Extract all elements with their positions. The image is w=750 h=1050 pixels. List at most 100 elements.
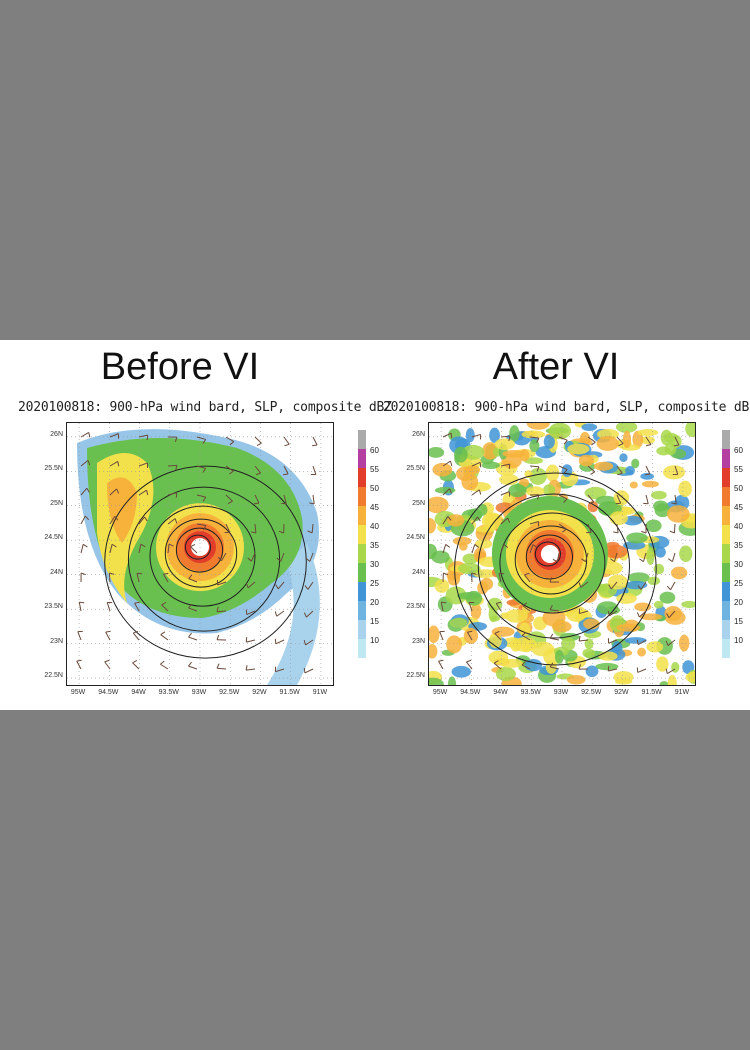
radar-cell — [461, 473, 479, 491]
wind-barb — [225, 523, 231, 533]
x-tick-label: 92W — [252, 689, 267, 696]
wind-barb — [645, 436, 652, 445]
wind-barb — [275, 668, 285, 673]
radar-cell — [548, 423, 572, 440]
wind-barb — [579, 610, 589, 615]
radar-cell — [679, 545, 693, 563]
y-tick-label: 23N — [50, 637, 63, 645]
wind-barb-flag — [116, 488, 120, 494]
wind-barb — [283, 436, 290, 445]
colorbar-segment — [358, 582, 366, 601]
radar-cell — [624, 637, 647, 644]
wind-barb-flag — [478, 489, 482, 495]
colorbar-segment — [722, 506, 730, 525]
right-subtitle: 2020100818: 900-hPa wind bard, SLP, comp… — [383, 400, 750, 415]
radar-cell — [640, 472, 654, 480]
radar-cell — [631, 458, 640, 469]
radar-cell — [634, 602, 652, 612]
colorbar-segment — [722, 544, 730, 563]
colorbar-label: 40 — [370, 522, 379, 531]
x-tick-label: 93.5W — [520, 689, 541, 696]
colorbar-label: 20 — [370, 598, 379, 607]
wind-barb — [550, 666, 560, 670]
slp-contour — [499, 512, 606, 614]
radar-cell — [457, 592, 481, 600]
y-tick-label: 23.5N — [406, 603, 425, 611]
wind-barb — [587, 465, 596, 473]
radar-cell — [509, 425, 520, 442]
wind-barb-flag — [671, 502, 677, 505]
y-tick-label: 24.5N — [406, 534, 425, 542]
wind-barb — [196, 523, 206, 527]
radar-cell — [543, 434, 555, 449]
wind-barb — [254, 494, 260, 504]
slp-contour — [149, 505, 256, 607]
wind-barb — [311, 523, 314, 534]
wind-barb — [671, 552, 676, 562]
wind-barb — [438, 660, 444, 670]
colorbar-label: 45 — [734, 503, 743, 512]
radar-cell — [452, 536, 472, 546]
x-tick-label: 94W — [131, 689, 146, 696]
radar-cell — [504, 609, 528, 623]
wind-barb-flag — [590, 471, 596, 475]
wind-barb-flag — [304, 585, 309, 590]
wind-barb — [616, 436, 624, 444]
wind-barb-flag — [105, 630, 111, 633]
x-tick-label: 91W — [674, 689, 690, 696]
colorbar-label: 10 — [370, 636, 379, 645]
wind-barb-flag — [275, 584, 279, 590]
wind-barb — [132, 662, 140, 670]
radar-cell — [429, 518, 436, 534]
colorbar-label: 20 — [734, 598, 743, 607]
wind-barb-flag — [438, 659, 444, 662]
wind-barb — [104, 661, 111, 670]
wind-barb — [637, 668, 647, 673]
wind-barb — [307, 581, 314, 590]
wind-barb-flag — [82, 543, 88, 548]
radar-cell — [656, 446, 671, 456]
wind-barb — [160, 663, 169, 670]
radar-cell — [627, 572, 650, 584]
colorbar-segment — [722, 639, 730, 658]
wind-barb — [442, 460, 451, 467]
wind-barb — [558, 494, 568, 500]
wind-barb-flag — [591, 441, 596, 446]
colorbar-label: 15 — [734, 617, 743, 626]
radar-cell — [462, 444, 485, 460]
slp-contour — [454, 472, 657, 666]
wind-barb-flag — [144, 516, 148, 522]
wind-barb-flag — [549, 605, 553, 610]
wind-barb-flag — [160, 660, 165, 665]
wind-barb-flag — [610, 558, 615, 563]
colorbar-segment — [358, 430, 366, 449]
radar-cell — [561, 464, 573, 477]
figure-panel: Before VI 2020100818: 900-hPa wind bard,… — [0, 340, 750, 710]
wind-barb — [471, 461, 481, 467]
wind-barb-flag — [524, 572, 530, 576]
wind-barb — [529, 544, 534, 554]
x-tick-label: 95W — [432, 689, 448, 696]
wind-barb — [80, 515, 86, 525]
y-tick-label: 24N — [412, 568, 425, 576]
radar-cell — [476, 503, 488, 516]
colorbar-label: 30 — [370, 560, 379, 569]
wind-barb — [188, 607, 198, 612]
radar-cell — [449, 617, 468, 628]
y-tick-label: 25N — [50, 499, 63, 507]
wind-barb — [80, 432, 90, 438]
wind-barb-flag — [588, 501, 594, 505]
wind-barb-flag — [637, 585, 642, 590]
colorbar-segment — [722, 487, 730, 506]
wind-barb — [585, 552, 589, 562]
colorbar-segment — [722, 563, 730, 582]
radar-cell — [596, 436, 619, 451]
radar-cell — [480, 577, 494, 591]
wind-barb-flag — [645, 444, 652, 447]
wind-barb — [616, 465, 623, 474]
wind-barb-flag — [617, 472, 623, 476]
x-tick-label: 95W — [70, 689, 86, 696]
wind-barb-flag — [562, 528, 567, 533]
x-tick-label: 91.5W — [641, 689, 662, 696]
wind-barb-flag — [636, 612, 640, 618]
